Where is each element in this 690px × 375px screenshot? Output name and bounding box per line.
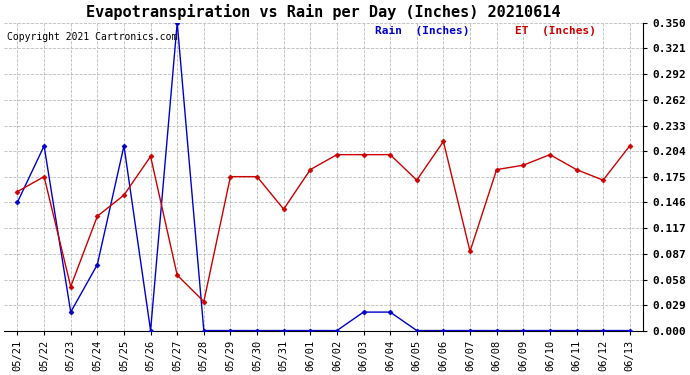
Text: ET  (Inches): ET (Inches) — [515, 26, 596, 36]
Text: Copyright 2021 Cartronics.com: Copyright 2021 Cartronics.com — [8, 32, 178, 42]
Text: Rain  (Inches): Rain (Inches) — [375, 26, 469, 36]
Title: Evapotranspiration vs Rain per Day (Inches) 20210614: Evapotranspiration vs Rain per Day (Inch… — [86, 4, 561, 20]
